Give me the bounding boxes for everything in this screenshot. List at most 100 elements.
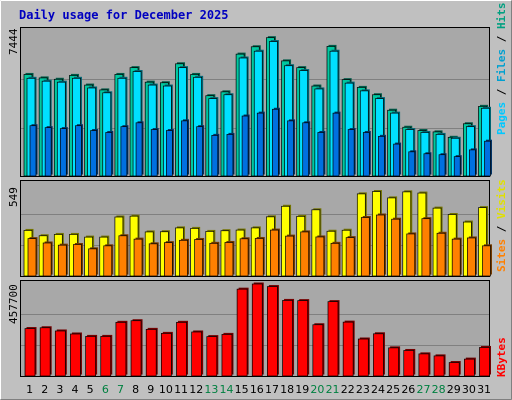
bar-pages-6 [105,130,114,177]
x-tick-26: 26 [401,383,415,396]
x-tick-3: 3 [56,383,63,396]
bar-sites-31-body [482,245,491,277]
bar-kbytes-29 [448,361,461,377]
bar-sites-30 [467,236,477,277]
bar-sites-23-body [360,217,370,277]
x-tick-30: 30 [462,383,476,396]
bar-sites-10 [164,241,174,277]
x-tick-10: 10 [159,383,173,396]
bar-sites-28-body [436,232,446,277]
bar-kbytes-20 [312,323,325,377]
legend-files: Files [495,49,508,82]
bar-sites-26-body [406,233,416,277]
bar-kbytes-21-body [327,301,339,377]
bar-pages-22-body [347,129,355,177]
bar-kbytes-24 [373,332,385,377]
legend-sites: Sites [495,239,508,272]
bar-kbytes-26-body [403,350,415,377]
bar-kbytes-19 [297,299,310,377]
bar-pages-17 [272,107,280,177]
legend-visits: Visits [495,179,508,219]
x-tick-6: 6 [102,383,109,396]
x-tick-25: 25 [386,383,400,396]
bar-kbytes-20-body [312,324,324,377]
bar-kbytes-26 [403,348,416,377]
bar-sites-15-body [239,238,249,277]
bar-pages-29-body [453,156,461,177]
bar-kbytes-25-body [388,347,399,377]
bar-sites-1-body [27,238,37,277]
bar-pages-14 [226,132,235,177]
bar-kbytes-8-body [130,320,142,377]
bar-kbytes-10-body [161,333,172,377]
ymax-label-visits: 549 [7,187,20,207]
bar-sites-22 [345,236,356,277]
bar-pages-25 [393,142,402,177]
bar-sites-11 [179,238,189,277]
bar-kbytes-24-body [373,333,384,377]
bar-kbytes-28 [433,354,446,377]
bar-sites-20-body [315,236,325,277]
bar-kbytes-6 [100,334,113,377]
bar-kbytes-13-body [206,336,218,377]
bar-pages-18-body [287,120,294,177]
bar-kbytes-12-body [191,331,202,377]
x-tick-15: 15 [235,383,249,396]
bar-sites-17 [270,228,280,277]
bar-pages-12 [196,125,205,177]
bar-kbytes-31 [479,345,491,377]
bar-kbytes-9-body [145,329,157,377]
bar-sites-8 [133,237,144,277]
bar-sites-10-body [164,242,173,277]
bar-sites-18-body [285,235,294,277]
legend-separator-3: / [495,219,508,239]
bar-pages-24 [378,134,386,177]
x-tick-29: 29 [447,383,461,396]
bar-kbytes-1-body [24,328,36,377]
legend-separator-2: / [495,29,508,49]
bar-pages-20-body [317,132,325,177]
legend-pages: Pages [495,102,508,135]
bar-kbytes-7 [115,320,128,377]
bar-sites-25 [391,217,402,277]
bar-pages-14-body [226,134,234,177]
bar-pages-30 [469,148,477,177]
bar-pages-21-body [332,112,340,177]
x-tick-22: 22 [341,383,355,396]
x-tick-9: 9 [147,383,154,396]
bar-sites-2 [42,241,53,277]
bar-pages-15-body [241,115,249,177]
bar-sites-7-body [118,235,128,277]
bar-kbytes-9 [145,327,158,377]
bar-kbytes-11 [176,320,188,377]
bar-pages-28-body [438,154,446,177]
x-tick-16: 16 [250,383,264,396]
bar-pages-18 [287,119,296,177]
bar-pages-16 [256,111,265,177]
x-tick-5: 5 [87,383,94,396]
ymax-label-kbytes: 457700 [7,284,20,324]
bar-sites-4 [73,242,83,277]
bar-kbytes-6-body [100,336,112,377]
bar-sites-9 [148,242,159,277]
bar-sites-20 [315,235,326,277]
bar-sites-5 [88,247,99,277]
bar-kbytes-31-body [479,347,490,377]
x-tick-12: 12 [189,383,203,396]
bar-kbytes-27-body [418,353,430,377]
bar-kbytes-1 [24,327,37,377]
bar-kbytes-25 [388,346,401,377]
bar-kbytes-27 [418,352,431,377]
bar-pages-4-body [75,125,82,177]
bar-pages-20 [317,130,326,177]
bar-pages-19 [302,121,311,177]
x-tick-11: 11 [174,383,188,396]
bar-sites-15 [239,237,250,277]
x-tick-labels: 1 2 3 4 5 6 7 8 9 10 11 12 13 14 15 16 17 18 19 20 21 22 23 24 2… [26,383,491,396]
bar-kbytes-14-body [221,334,233,377]
bar-kbytes-3-body [54,330,66,377]
bar-kbytes-21 [327,300,340,377]
bar-sites-2-body [42,242,52,277]
bar-sites-16-body [254,238,264,277]
